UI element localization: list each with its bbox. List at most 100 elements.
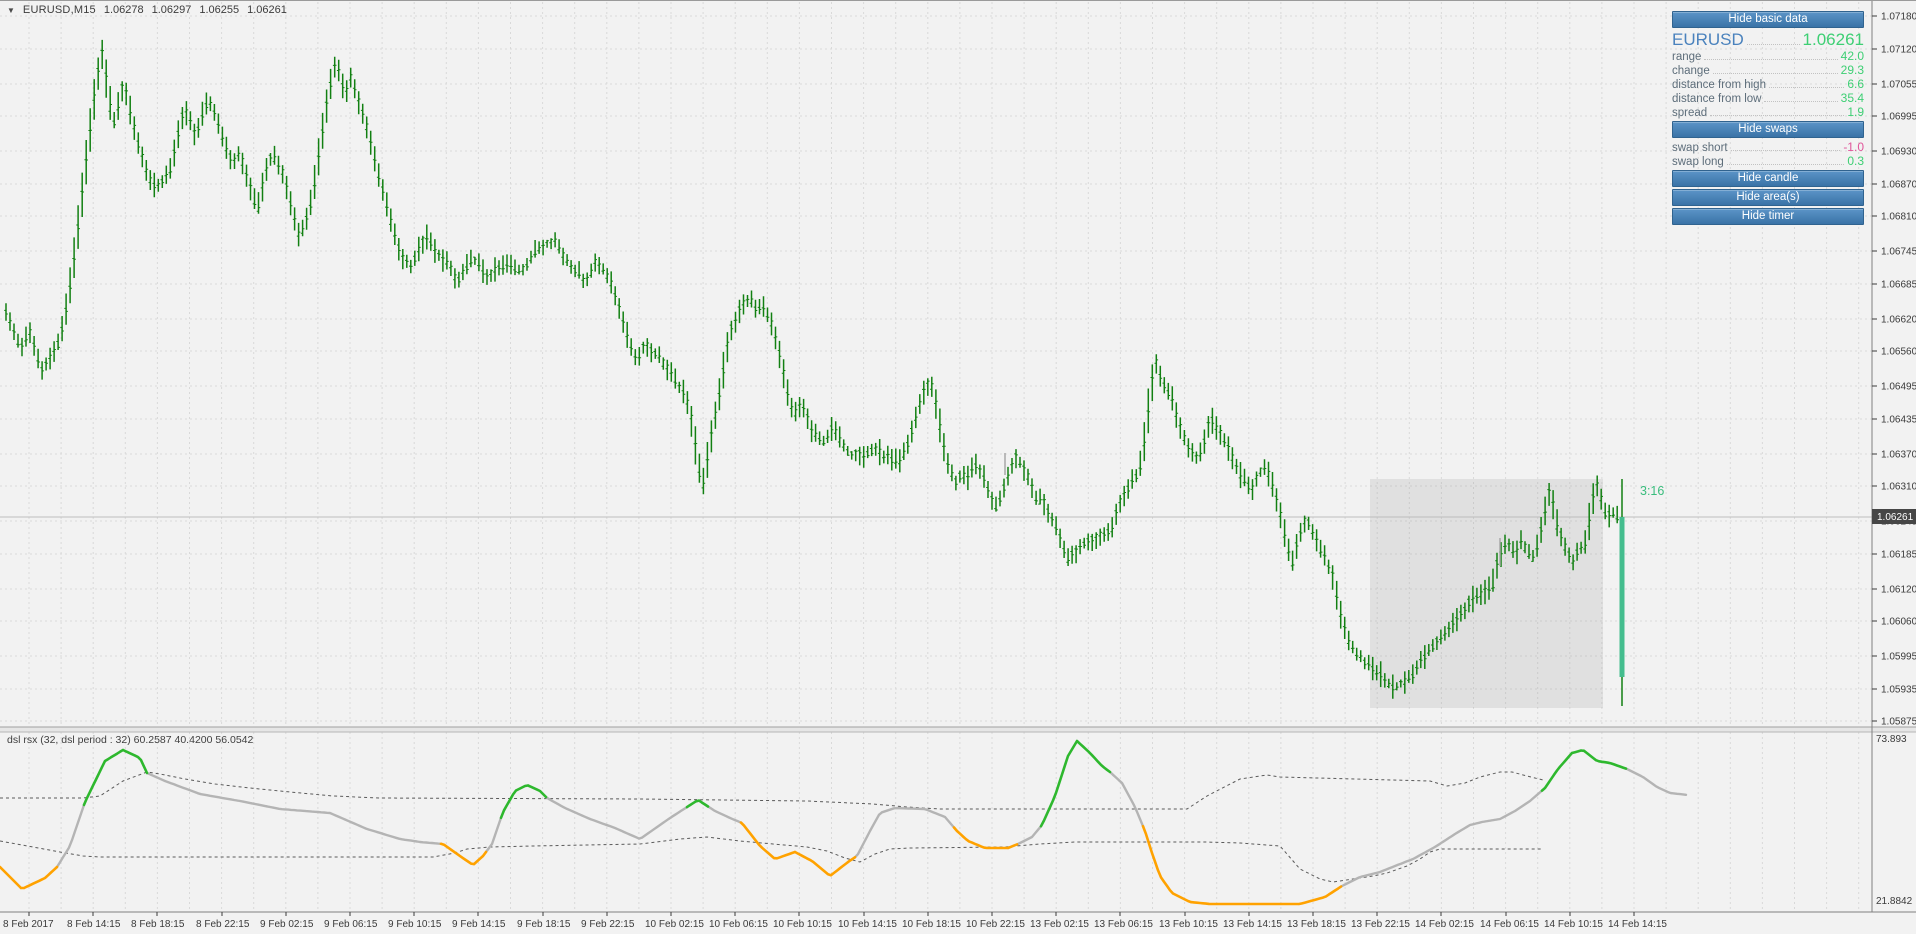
price-tick-label: 1.05935 [1881, 685, 1916, 696]
hide-swaps-button[interactable]: Hide swaps [1672, 121, 1864, 138]
hide-candle-button[interactable]: Hide candle [1672, 170, 1864, 187]
dotted-leader [1746, 44, 1800, 45]
hide-areas-button[interactable]: Hide area(s) [1672, 189, 1864, 206]
panel-row: range 42.0 [1672, 49, 1864, 63]
time-tick-label: 13 Feb 14:15 [1223, 919, 1282, 930]
swap-rows: swap short -1.0 swap long 0.3 [1672, 140, 1864, 168]
dotted-leader [1768, 87, 1845, 88]
time-tick-label: 9 Feb 18:15 [517, 919, 571, 930]
panel-row-value: 0.3 [1847, 154, 1864, 168]
indicator-plot-area[interactable] [0, 732, 1872, 912]
candle-timer: 3:16 [1640, 484, 1665, 498]
symbol-timeframe-label: EURUSD,M15 [22, 4, 96, 16]
time-tick-label: 14 Feb 14:15 [1608, 919, 1667, 930]
price-tick-label: 1.06310 [1881, 482, 1916, 493]
vertical-gridlines [28, 2, 1860, 912]
ohlc-low: 1.06255 [199, 4, 240, 16]
panel-row: change 29.3 [1672, 63, 1864, 77]
panel-row-label: spread [1672, 107, 1708, 119]
price-tick-label: 1.06995 [1881, 112, 1916, 123]
panel-row-label: swap short [1672, 142, 1728, 154]
price-tick-label: 1.06120 [1881, 585, 1916, 596]
time-tick-label: 9 Feb 06:15 [324, 919, 378, 930]
price-tick-label: 1.06745 [1881, 247, 1916, 258]
time-tick-label: 10 Feb 06:15 [709, 919, 768, 930]
price-tick-label: 1.06435 [1881, 415, 1916, 426]
panel-separator[interactable] [0, 727, 1916, 732]
dotted-leader [1764, 101, 1838, 102]
time-tick-label: 10 Feb 22:15 [966, 919, 1025, 930]
panel-row: spread 1.9 [1672, 105, 1864, 119]
time-tick-label: 9 Feb 14:15 [452, 919, 506, 930]
time-tick-label: 14 Feb 02:15 [1415, 919, 1474, 930]
neutral-candles [1004, 453, 1501, 566]
main-plot-area[interactable] [0, 1, 1872, 727]
panel-row-value: 1.9 [1847, 105, 1864, 119]
indicator-min-label: 21.8842 [1876, 896, 1913, 907]
time-tick-label: 8 Feb 22:15 [196, 919, 250, 930]
time-tick-label: 13 Feb 02:15 [1030, 919, 1089, 930]
price-tick-label: 1.06870 [1881, 180, 1916, 191]
rsx-line-oversold [0, 821, 1343, 906]
price-tick-label: 1.06560 [1881, 347, 1916, 358]
indicator-max-label: 73.893 [1876, 734, 1907, 745]
basic-data-rows: range 42.0 change 29.3 distance from hig… [1672, 49, 1864, 119]
price-tick-label: 1.07180 [1881, 12, 1916, 23]
panel-row-value: 29.3 [1840, 63, 1864, 77]
panel-price: 1.06261 [1802, 30, 1864, 49]
panel-symbol: EURUSD [1672, 30, 1744, 49]
price-tick-label: 1.05875 [1881, 717, 1916, 728]
price-tick-label: 1.06185 [1881, 550, 1916, 561]
panel-row-value: 35.4 [1840, 91, 1864, 105]
chevron-down-icon[interactable]: ▼ [7, 5, 15, 15]
price-tick-label: 1.06620 [1881, 315, 1916, 326]
dotted-leader [1726, 164, 1845, 165]
price-tick-label: 1.06930 [1881, 147, 1916, 158]
time-tick-label: 10 Feb 18:15 [902, 919, 961, 930]
current-price-badge-label: 1.06261 [1877, 512, 1914, 523]
price-tick-label: 1.07055 [1881, 80, 1916, 91]
panel-row-label: distance from low [1672, 93, 1762, 105]
dotted-leader [1704, 59, 1838, 60]
price-tick-label: 1.06685 [1881, 280, 1916, 291]
current-price-badge [1872, 509, 1916, 524]
price-tick-label: 1.07120 [1881, 45, 1916, 56]
time-tick-label: 8 Feb 2017 [3, 919, 54, 930]
ohlc-close: 1.06261 [247, 4, 287, 16]
time-tick-label: 13 Feb 22:15 [1351, 919, 1410, 930]
panel-row-label: swap long [1672, 156, 1724, 168]
dsl-lower-band [0, 836, 1543, 883]
time-tick-label: 13 Feb 10:15 [1159, 919, 1218, 930]
info-side-panel: Hide basic data EURUSD 1.06261 range 42.… [1672, 11, 1864, 227]
time-tick-label: 14 Feb 06:15 [1480, 919, 1539, 930]
dsl-upper-band [0, 771, 1544, 810]
hide-timer-button[interactable]: Hide timer [1672, 208, 1864, 225]
panel-row-value: 6.6 [1847, 77, 1864, 91]
time-tick-label: 13 Feb 18:15 [1287, 919, 1346, 930]
dotted-leader [1710, 115, 1845, 116]
panel-row: swap long 0.3 [1672, 154, 1864, 168]
dotted-leader [1730, 150, 1841, 151]
ohlc-open: 1.06278 [103, 4, 144, 16]
panel-row-value: -1.0 [1843, 140, 1864, 154]
time-tick-label: 10 Feb 10:15 [773, 919, 832, 930]
time-tick-label: 10 Feb 02:15 [645, 919, 704, 930]
candle-open-close-ticks [4, 49, 1619, 691]
price-tick-label: 1.06060 [1881, 617, 1916, 628]
time-tick-label: 8 Feb 18:15 [131, 919, 185, 930]
panel-row-label: range [1672, 51, 1702, 63]
hide-basic-data-button[interactable]: Hide basic data [1672, 11, 1864, 28]
indicator-label: dsl rsx (32, dsl period : 32) 60.2587 40… [7, 734, 254, 746]
ohlc-high: 1.06297 [151, 4, 192, 16]
time-tick-label: 8 Feb 14:15 [67, 919, 121, 930]
horizontal-gridlines [0, 15, 1872, 722]
chart-header: ▼ EURUSD,M15 1.06278 1.06297 1.06255 1.0… [7, 4, 287, 16]
time-tick-label: 14 Feb 10:15 [1544, 919, 1603, 930]
time-tick-label: 9 Feb 02:15 [260, 919, 314, 930]
time-tick-label: 9 Feb 22:15 [581, 919, 635, 930]
panel-row-label: distance from high [1672, 79, 1766, 91]
panel-row-label: change [1672, 65, 1710, 77]
price-tick-label: 1.06810 [1881, 212, 1916, 223]
panel-row: distance from low 35.4 [1672, 91, 1864, 105]
